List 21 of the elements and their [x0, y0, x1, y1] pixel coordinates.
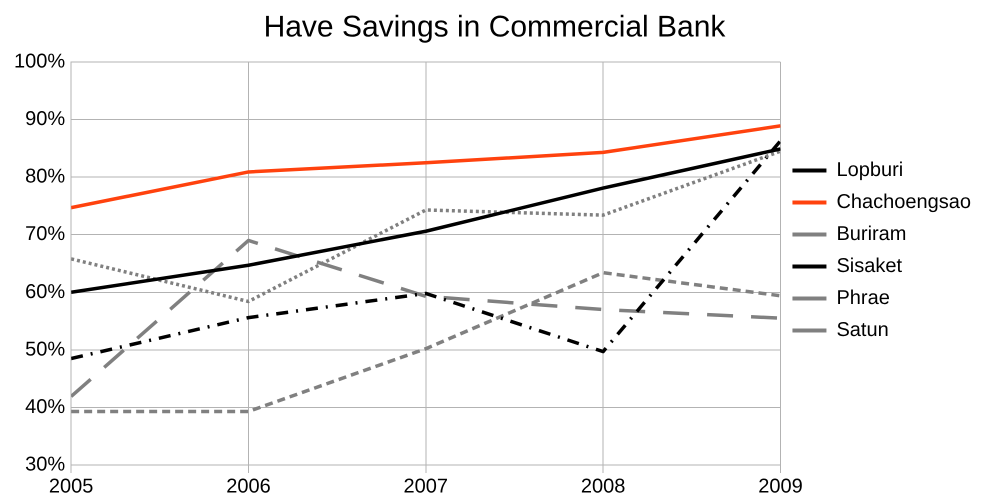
legend-label: Satun — [836, 319, 889, 342]
y-tick-label: 30% — [25, 454, 66, 476]
x-tick-label: 2007 — [404, 476, 448, 498]
legend-label: Chachoengsao — [836, 191, 972, 214]
x-tick-label: 2005 — [48, 476, 94, 498]
line-series — [71, 139, 780, 360]
legend-label: Sisaket — [836, 255, 902, 278]
x-tick-label: 2008 — [580, 476, 626, 498]
y-tick-label: 70% — [25, 223, 66, 246]
y-tick-label: 90% — [25, 108, 66, 130]
y-tick-label: 40% — [25, 396, 66, 418]
legend-label: Lopburi — [836, 159, 904, 182]
y-tick-label: 100% — [14, 50, 66, 73]
y-tick-label: 50% — [25, 338, 66, 360]
legend-label: Buriram — [836, 223, 906, 246]
x-tick-label: 2009 — [758, 476, 803, 498]
chart-title: Have Savings in Commercial Bank — [264, 10, 726, 44]
y-tick-label: 80% — [25, 166, 66, 188]
legend-label: Phrae — [836, 287, 890, 310]
y-tick-label: 60% — [25, 280, 66, 303]
x-tick-label: 2006 — [226, 476, 271, 498]
